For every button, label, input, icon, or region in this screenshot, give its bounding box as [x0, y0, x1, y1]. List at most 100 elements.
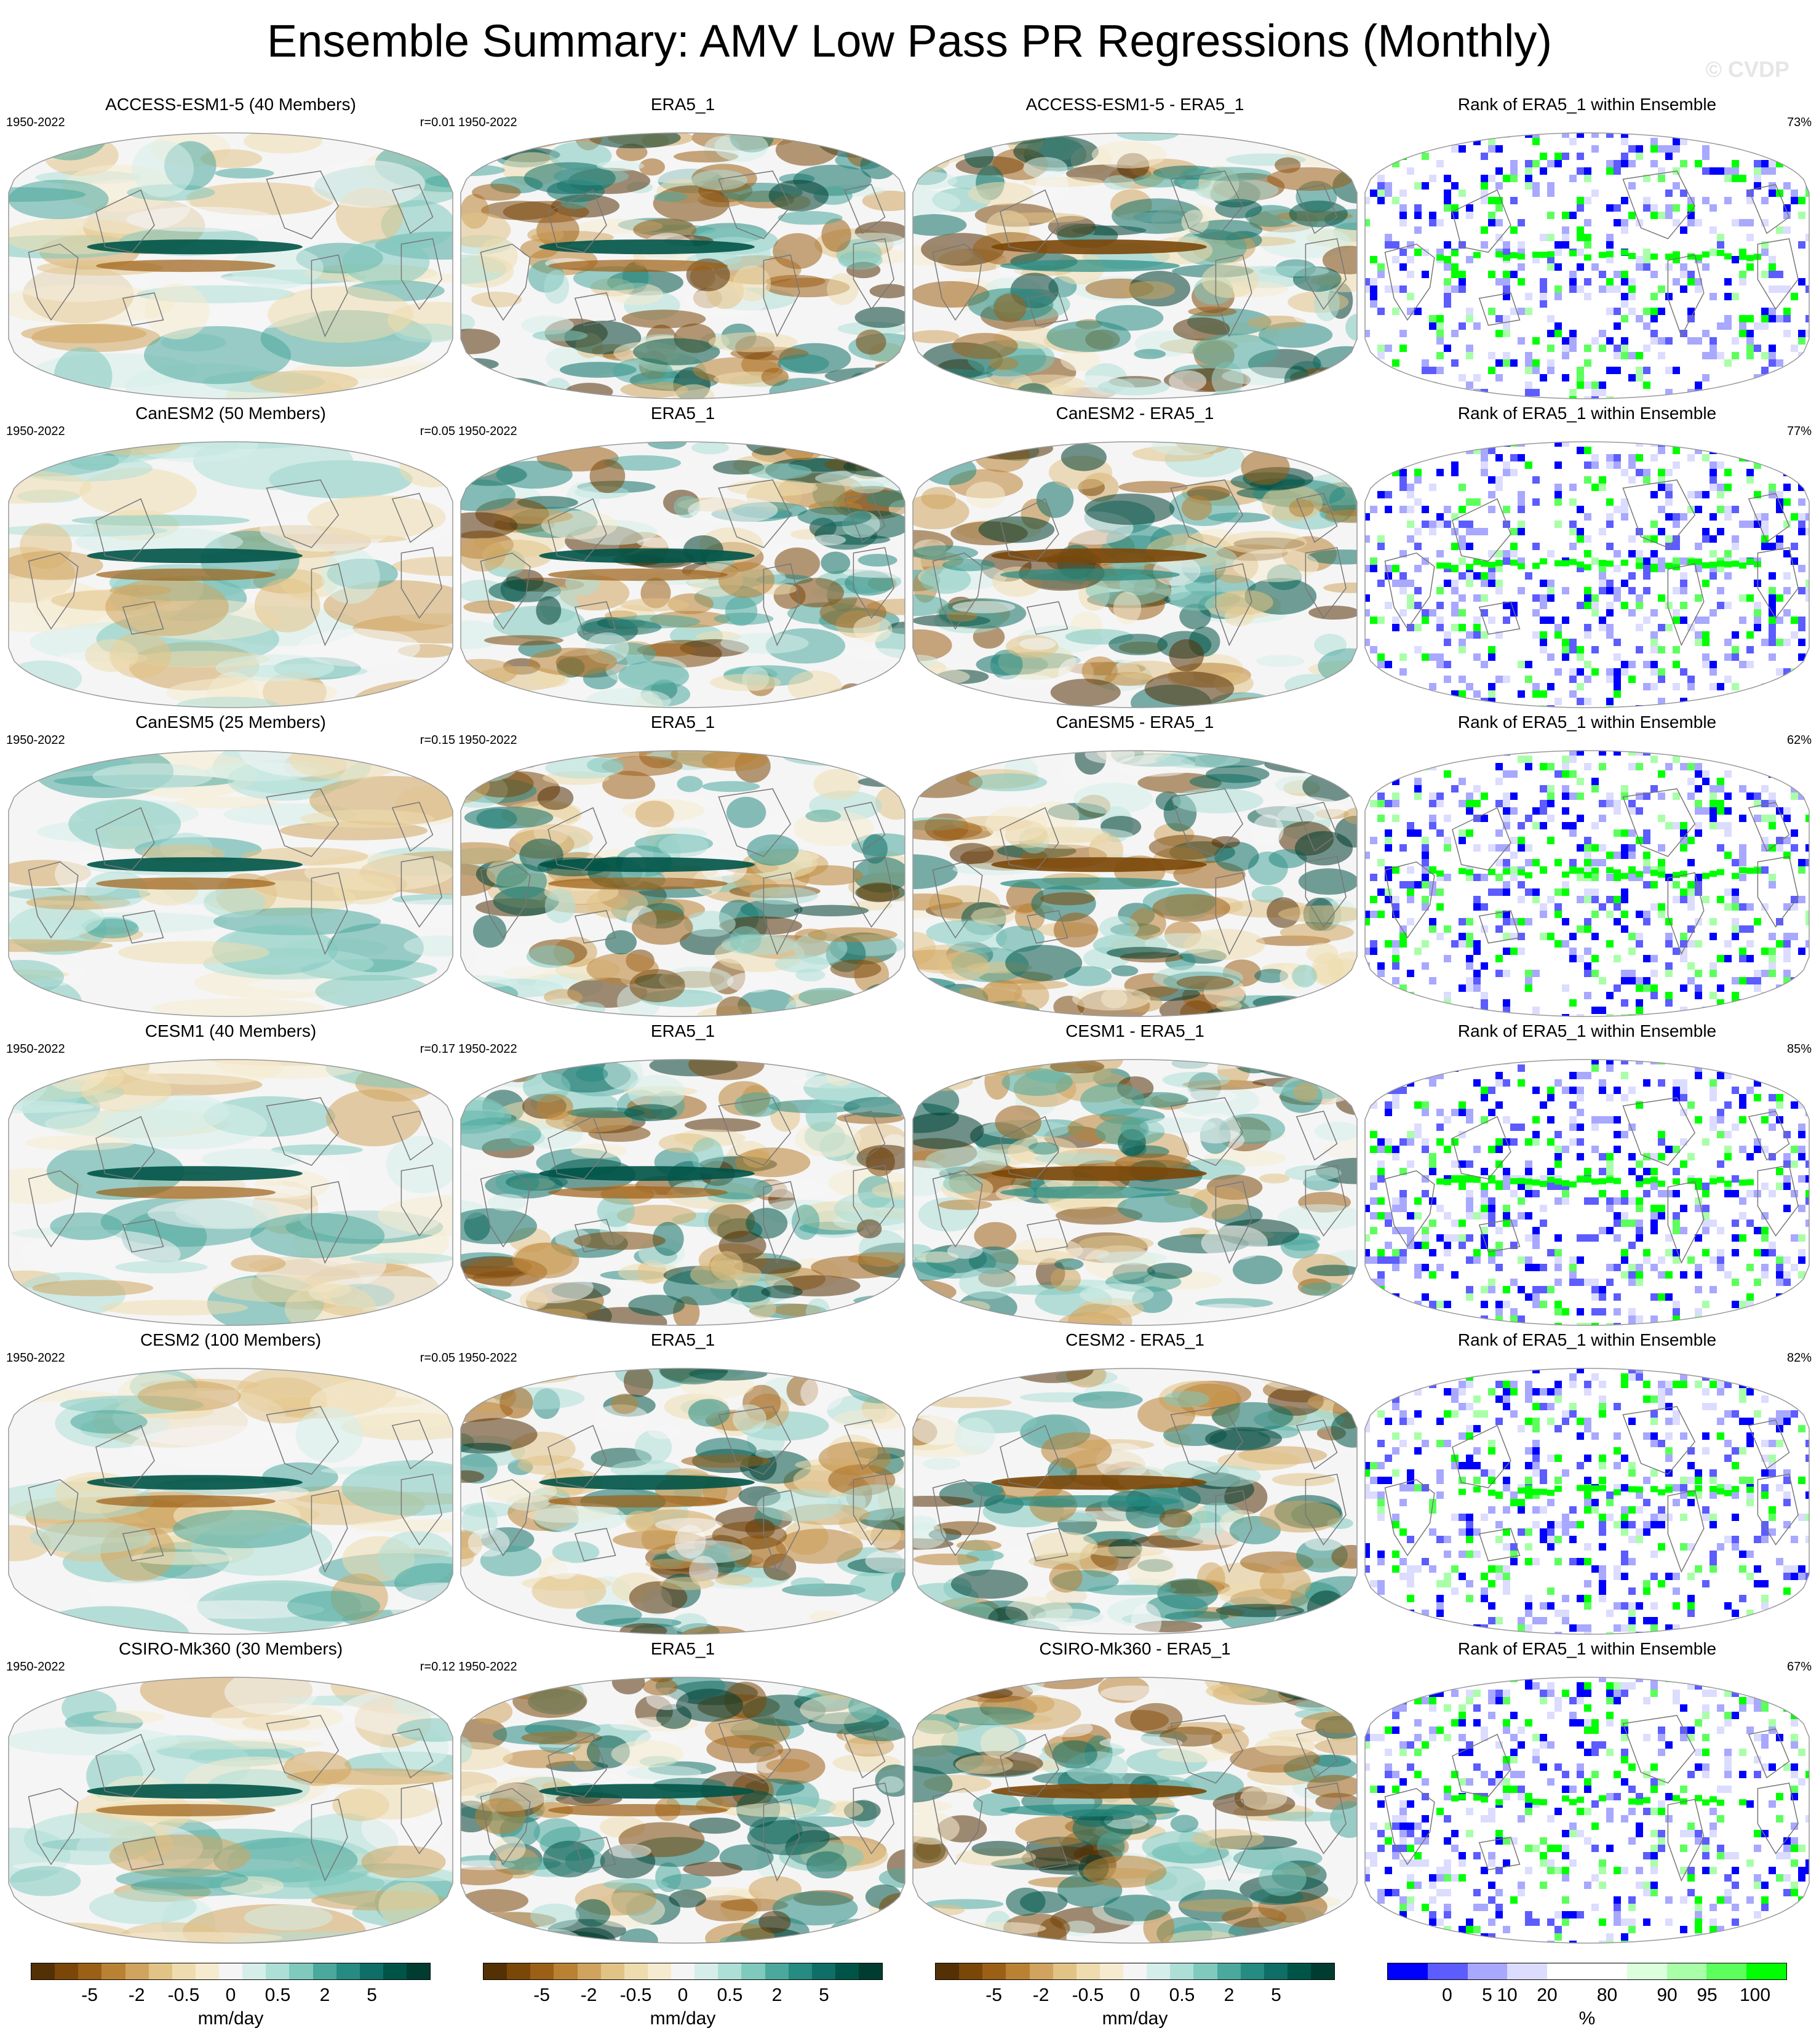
panel-correlation: r=0.01 [420, 116, 455, 129]
map-panel-cesm2-diff: CESM2 - ERA5_1 [910, 1329, 1359, 1637]
colorbar-tick-label: 0 [1442, 1985, 1452, 2005]
map-panel-csiro-mk360-model: CSIRO-Mk360 (30 Members) 1950-2022 r=0.12 [6, 1638, 455, 1946]
watermark: © CVDP [1705, 57, 1789, 82]
map-outline [460, 1059, 906, 1326]
map-field [461, 1368, 905, 1634]
map-field [913, 442, 1357, 708]
map-model [8, 1059, 453, 1326]
colorbar-swatch [1006, 1963, 1030, 1979]
colorbar-swatch [530, 1963, 554, 1979]
colorbar-tick-label: 5 [1271, 1985, 1281, 2005]
colorbar-swatch [266, 1963, 290, 1979]
colorbar-swatch [859, 1963, 883, 1979]
map-panel-access-esm1-5-obs: ERA5_1 1950-2022 [458, 94, 907, 401]
panel-title: ERA5_1 [650, 1330, 715, 1349]
panel-title: Rank of ERA5_1 within Ensemble [1457, 1021, 1717, 1040]
colorbar-swatch [554, 1963, 578, 1979]
map-outline [8, 1677, 453, 1944]
map-field [461, 751, 905, 1016]
map-diff [912, 441, 1358, 708]
map-outline [8, 750, 453, 1017]
colorbar-swatch [811, 1963, 835, 1979]
colorbar-swatch [31, 1963, 55, 1979]
map-outline [460, 1677, 906, 1944]
map-field [913, 751, 1357, 1016]
colorbar-swatch [1076, 1963, 1100, 1979]
colorbar-swatch [383, 1963, 407, 1979]
panel-correlation: r=0.12 [420, 1660, 455, 1674]
colorbar-swatches [483, 1963, 883, 1980]
colorbar-swatches [935, 1963, 1335, 1980]
colorbar-tick-label: 5 [1482, 1985, 1492, 2005]
map-obs [460, 441, 906, 708]
colorbar-swatch [172, 1963, 196, 1979]
map-outline [460, 750, 906, 1017]
map-diff [912, 750, 1358, 1017]
panel-period: 1950-2022 [6, 1660, 65, 1674]
map-obs [460, 1368, 906, 1635]
colorbar-swatch [1147, 1963, 1171, 1979]
colorbar-swatch [1053, 1963, 1077, 1979]
map-diff [912, 1368, 1358, 1635]
panel-title: Rank of ERA5_1 within Ensemble [1457, 713, 1717, 732]
map-outline [460, 132, 906, 399]
map-model [8, 132, 453, 399]
panel-title: CESM1 - ERA5_1 [1065, 1021, 1204, 1040]
map-field [9, 1368, 453, 1634]
colorbar-swatch [600, 1963, 624, 1979]
colorbar-1: -5 -2 -0.5 0 0.5 2 5 mm/day [31, 1963, 431, 2037]
colorbar-tick-label: -5 [985, 1985, 1002, 2005]
panel-title: Rank of ERA5_1 within Ensemble [1457, 95, 1717, 114]
colorbar-tick-label: 0.5 [265, 1985, 291, 2005]
colorbar-swatch [624, 1963, 648, 1979]
map-outline [1364, 1677, 1810, 1944]
colorbar-tick-label: 2 [1224, 1985, 1235, 2005]
panel-rank-percent: 77% [1786, 425, 1812, 438]
colorbar-swatch [982, 1963, 1006, 1979]
map-panel-access-esm1-5-diff: ACCESS-ESM1-5 - ERA5_1 [910, 94, 1359, 401]
colorbar-tick-label: -0.5 [619, 1985, 652, 2005]
colorbar-swatch [1467, 1963, 1508, 1979]
colorbar-unit: mm/day [197, 2008, 264, 2029]
panel-period: 1950-2022 [458, 1351, 517, 1365]
colorbar-tick-label: -2 [128, 1985, 145, 2005]
panel-title: CanESM2 - ERA5_1 [1056, 404, 1214, 423]
panel-correlation: r=0.05 [420, 1351, 455, 1365]
map-field [9, 1060, 453, 1325]
colorbar-swatch [125, 1963, 149, 1979]
colorbar-tick-label: 90 [1657, 1985, 1678, 2005]
panel-period: 1950-2022 [6, 116, 65, 129]
panel-rank-percent: 62% [1786, 733, 1812, 747]
colorbar-swatch [101, 1963, 125, 1979]
colorbar-tick-label: 95 [1697, 1985, 1718, 2005]
colorbar-swatch [1666, 1963, 1707, 1979]
map-panel-cesm2-obs: ERA5_1 1950-2022 [458, 1329, 907, 1637]
map-outline [460, 441, 906, 708]
colorbar-swatch [484, 1963, 507, 1979]
colorbar-unit: % [1578, 2008, 1596, 2029]
map-panel-cesm1-diff: CESM1 - ERA5_1 [910, 1020, 1359, 1328]
panel-title: CanESM2 (50 Members) [135, 404, 326, 423]
colorbar-swatch [1264, 1963, 1288, 1979]
map-panel-cesm1-rank: Rank of ERA5_1 within Ensemble 85% [1363, 1020, 1812, 1328]
map-field [913, 1060, 1357, 1325]
colorbar-tick-label: 0.5 [717, 1985, 743, 2005]
colorbar-swatch [507, 1963, 531, 1979]
colorbar-swatch [55, 1963, 79, 1979]
colorbar-swatch [1746, 1963, 1786, 1979]
colorbar-swatch [1311, 1963, 1335, 1979]
map-model [8, 1677, 453, 1944]
colorbar-3: -5 -2 -0.5 0 0.5 2 5 mm/day [935, 1963, 1335, 2037]
panel-title: Rank of ERA5_1 within Ensemble [1457, 1330, 1717, 1349]
map-outline [912, 1368, 1358, 1635]
panel-title: ERA5_1 [650, 404, 715, 423]
colorbar-tick-label: 20 [1537, 1985, 1558, 2005]
colorbar-swatch [359, 1963, 383, 1979]
map-field [461, 1060, 905, 1325]
colorbar-tick-label: 0.5 [1169, 1985, 1195, 2005]
map-panel-csiro-mk360-diff: CSIRO-Mk360 - ERA5_1 [910, 1638, 1359, 1946]
colorbar-swatch [1099, 1963, 1123, 1979]
colorbar-tick-label: -5 [81, 1985, 98, 2005]
map-obs [460, 750, 906, 1017]
panel-title: ERA5_1 [650, 1639, 715, 1658]
